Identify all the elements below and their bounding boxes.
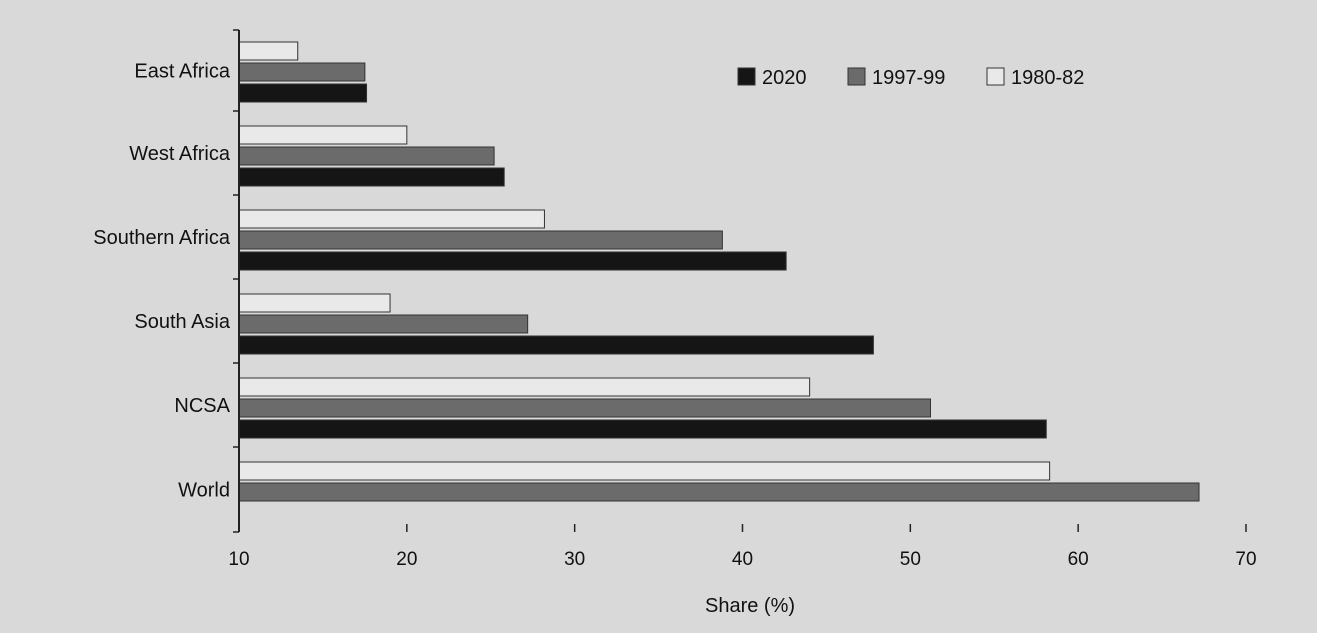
legend-swatch-1997-99 xyxy=(847,67,866,86)
category-label-ncsa: NCSA xyxy=(174,395,230,417)
x-tick-label-60: 60 xyxy=(1068,549,1089,570)
x-tick-label-40: 40 xyxy=(732,549,753,570)
legend-swatch-1980-82 xyxy=(986,67,1005,86)
x-tick-label-20: 20 xyxy=(396,549,417,570)
bar-world-1997-99 xyxy=(238,482,1200,502)
bar-south-asia-1980-82 xyxy=(238,293,391,313)
legend: 2020 1997-99 1980-82 xyxy=(737,67,1084,89)
x-axis-title: Share (%) xyxy=(705,595,795,617)
category-label-west-africa: West Africa xyxy=(129,143,231,165)
category-label-east-africa: East Africa xyxy=(134,61,230,83)
bar-southern-africa-1997-99 xyxy=(238,230,723,250)
bar-ncsa-1980-82 xyxy=(238,377,811,397)
bar-west-africa-2020 xyxy=(238,167,505,187)
category-label-world: World xyxy=(178,480,230,502)
bar-south-asia-2020 xyxy=(238,335,874,355)
bar-east-africa-1980-82 xyxy=(238,41,299,61)
bar-ncsa-1997-99 xyxy=(238,398,931,418)
bar-east-africa-1997-99 xyxy=(238,62,366,82)
axes-group: East Africa West Africa Southern Africa Sou… xyxy=(93,29,1257,570)
legend-label-1997-99: 1997-99 xyxy=(872,67,945,89)
x-tick-label-30: 30 xyxy=(564,549,585,570)
legend-swatch-2020 xyxy=(737,67,756,86)
legend-label-2020: 2020 xyxy=(762,67,807,89)
category-label-southern-africa: Southern Africa xyxy=(93,227,231,249)
x-tick-label-10: 10 xyxy=(228,549,249,570)
x-tick-label-70: 70 xyxy=(1235,549,1256,570)
bar-ncsa-2020 xyxy=(238,419,1047,439)
category-label-south-asia: South Asia xyxy=(134,311,231,333)
bar-east-africa-2020 xyxy=(238,83,368,103)
bar-southern-africa-2020 xyxy=(238,251,787,271)
bar-southern-africa-1980-82 xyxy=(238,209,545,229)
bar-west-africa-1980-82 xyxy=(238,125,408,145)
legend-label-1980-82: 1980-82 xyxy=(1011,67,1084,89)
x-tick-label-50: 50 xyxy=(900,549,921,570)
bar-south-asia-1997-99 xyxy=(238,314,529,334)
bar-world-1980-82 xyxy=(238,461,1051,481)
bar-west-africa-1997-99 xyxy=(238,146,495,166)
